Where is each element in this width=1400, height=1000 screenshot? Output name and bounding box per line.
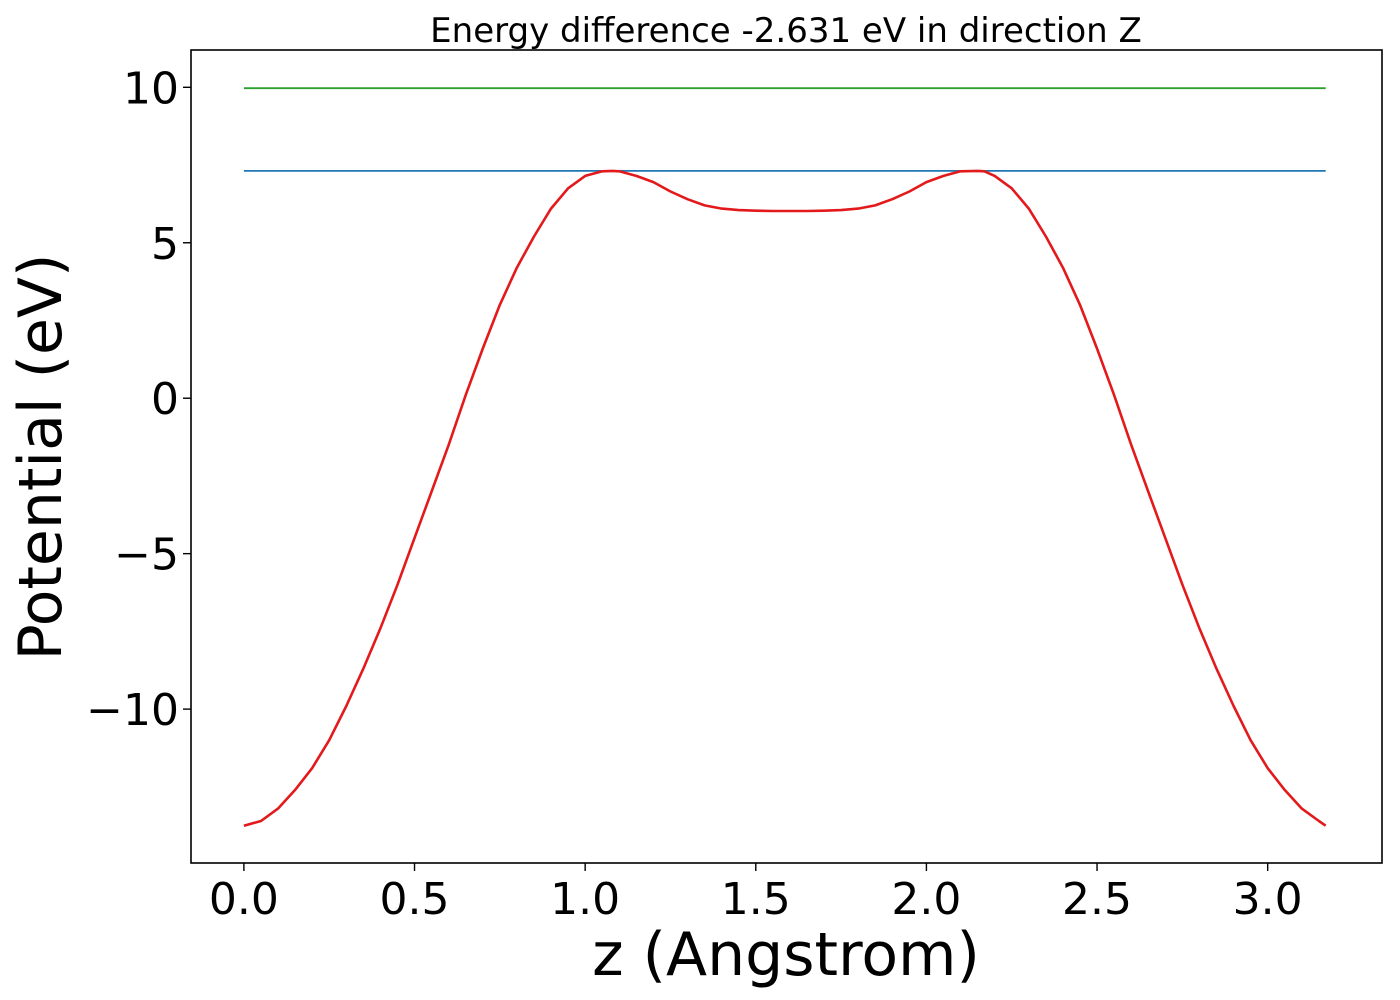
x-tick-label: 1.0 xyxy=(550,874,620,925)
y-tick-label: −10 xyxy=(86,685,179,736)
y-tick-label: 0 xyxy=(151,374,179,425)
y-tick-label: −5 xyxy=(114,530,179,581)
y-tick-label: 5 xyxy=(151,219,179,270)
x-tick-label: 2.5 xyxy=(1062,874,1132,925)
chart-title: Energy difference -2.631 eV in direction… xyxy=(430,11,1142,51)
y-axis-label: Potential (eV) xyxy=(6,254,76,661)
y-tick-label: 10 xyxy=(123,63,179,114)
x-tick-label: 0.5 xyxy=(380,874,450,925)
y-axis-ticks: 10 5 0 −5 −10 xyxy=(86,63,191,736)
x-tick-label: 2.0 xyxy=(891,874,961,925)
x-tick-label: 1.5 xyxy=(721,874,791,925)
x-tick-label: 0.0 xyxy=(209,874,279,925)
plot-frame xyxy=(190,49,1383,864)
series-line-2 xyxy=(243,169,1327,827)
plot-series xyxy=(243,87,1327,827)
x-tick-label: 3.0 xyxy=(1233,874,1303,925)
x-axis-label: z (Angstrom) xyxy=(592,920,980,990)
x-axis-ticks: 0.0 0.5 1.0 1.5 2.0 2.5 3.0 xyxy=(209,863,1303,925)
